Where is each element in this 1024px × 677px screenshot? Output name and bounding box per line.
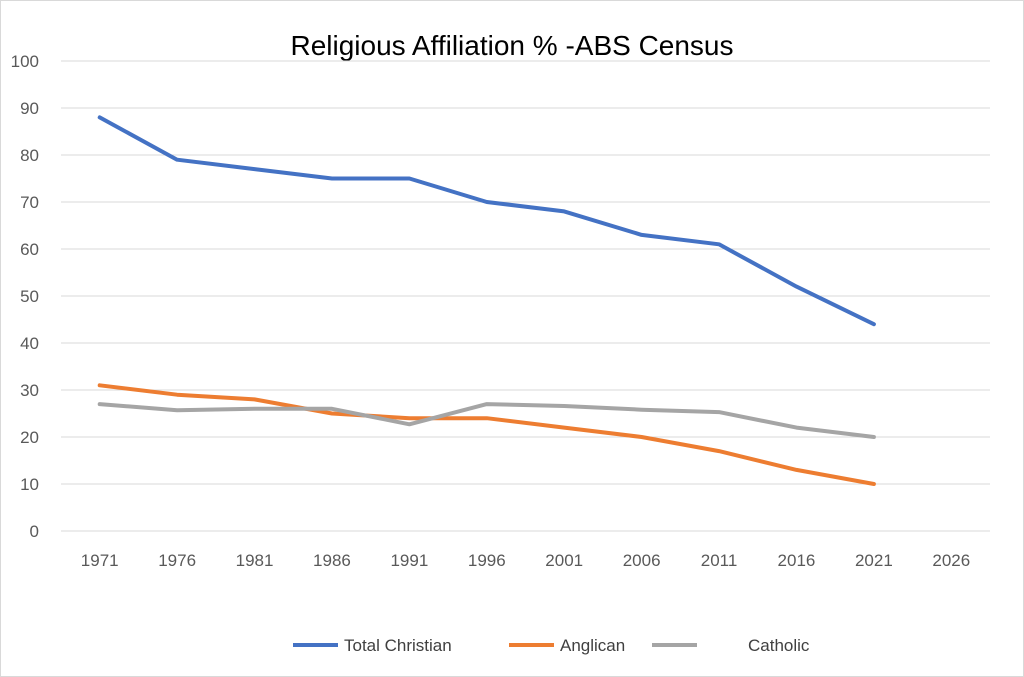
y-tick-label: 0 (30, 522, 39, 541)
x-tick-label: 1986 (313, 551, 351, 570)
series-line-total-christian (97, 115, 876, 327)
x-tick-label: 2021 (855, 551, 893, 570)
x-axis-ticks: 1971 1976 1981 1986 1991 1996 2001 2006 2011 2016… (81, 551, 970, 570)
x-tick-label: 2026 (932, 551, 970, 570)
legend: Total Christian Anglican Catholic (293, 636, 810, 655)
y-tick-label: 60 (20, 240, 39, 259)
y-tick-label: 50 (20, 287, 39, 306)
y-tick-label: 70 (20, 193, 39, 212)
x-tick-label: 2016 (778, 551, 816, 570)
x-tick-label: 1996 (468, 551, 506, 570)
x-tick-label: 1991 (390, 551, 428, 570)
x-tick-label: 2006 (623, 551, 661, 570)
gridlines (61, 60, 990, 532)
x-tick-label: 1971 (81, 551, 119, 570)
series-line-anglican (97, 383, 876, 486)
series-line-catholic (97, 402, 876, 439)
y-tick-label: 30 (20, 381, 39, 400)
legend-label-anglican: Anglican (560, 636, 625, 655)
y-tick-label: 100 (11, 52, 39, 71)
y-tick-label: 80 (20, 146, 39, 165)
x-tick-label: 1981 (236, 551, 274, 570)
y-tick-label: 90 (20, 99, 39, 118)
x-tick-label: 2011 (701, 551, 738, 570)
y-tick-label: 40 (20, 334, 39, 353)
y-tick-label: 20 (20, 428, 39, 447)
y-tick-label: 10 (20, 475, 39, 494)
x-tick-label: 1976 (158, 551, 196, 570)
series-lines (97, 115, 876, 486)
chart-title: Religious Affiliation % -ABS Census (290, 30, 733, 61)
legend-label-total-christian: Total Christian (344, 636, 452, 655)
x-tick-label: 2001 (545, 551, 583, 570)
legend-label-catholic: Catholic (748, 636, 810, 655)
y-axis-ticks: 0 10 20 30 40 50 60 70 80 90 100 (11, 52, 39, 541)
